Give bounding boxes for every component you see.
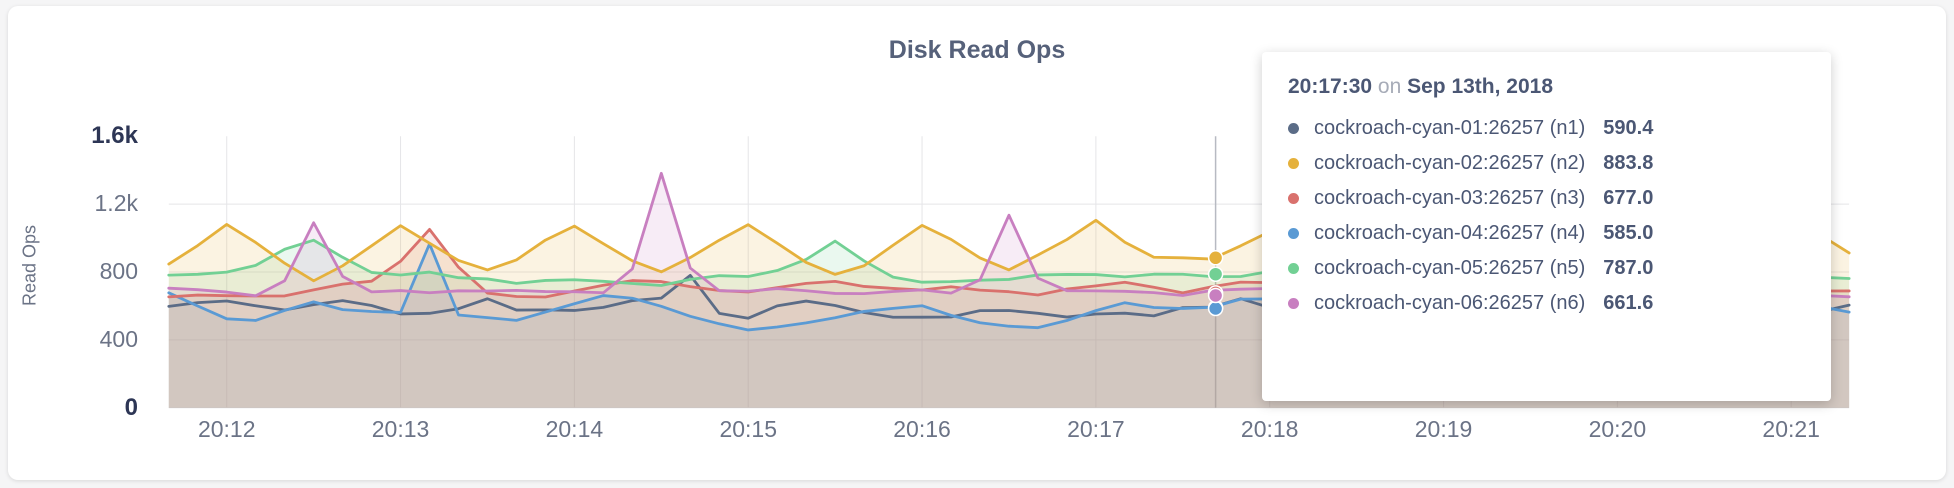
svg-text:0: 0 bbox=[125, 394, 138, 421]
svg-text:20:15: 20:15 bbox=[719, 416, 777, 442]
svg-text:20:19: 20:19 bbox=[1415, 416, 1473, 442]
svg-text:20:16: 20:16 bbox=[893, 416, 951, 442]
svg-text:20:13: 20:13 bbox=[372, 416, 430, 442]
svg-text:20:20: 20:20 bbox=[1589, 416, 1647, 442]
svg-text:1.6k: 1.6k bbox=[91, 122, 138, 149]
svg-text:20:12: 20:12 bbox=[198, 416, 256, 442]
svg-text:400: 400 bbox=[100, 326, 138, 352]
svg-text:800: 800 bbox=[100, 258, 138, 284]
svg-text:1.2k: 1.2k bbox=[95, 190, 139, 216]
svg-text:20:17: 20:17 bbox=[1067, 416, 1125, 442]
svg-text:20:21: 20:21 bbox=[1762, 416, 1820, 442]
svg-text:20:14: 20:14 bbox=[546, 416, 604, 442]
svg-text:20:18: 20:18 bbox=[1241, 416, 1299, 442]
